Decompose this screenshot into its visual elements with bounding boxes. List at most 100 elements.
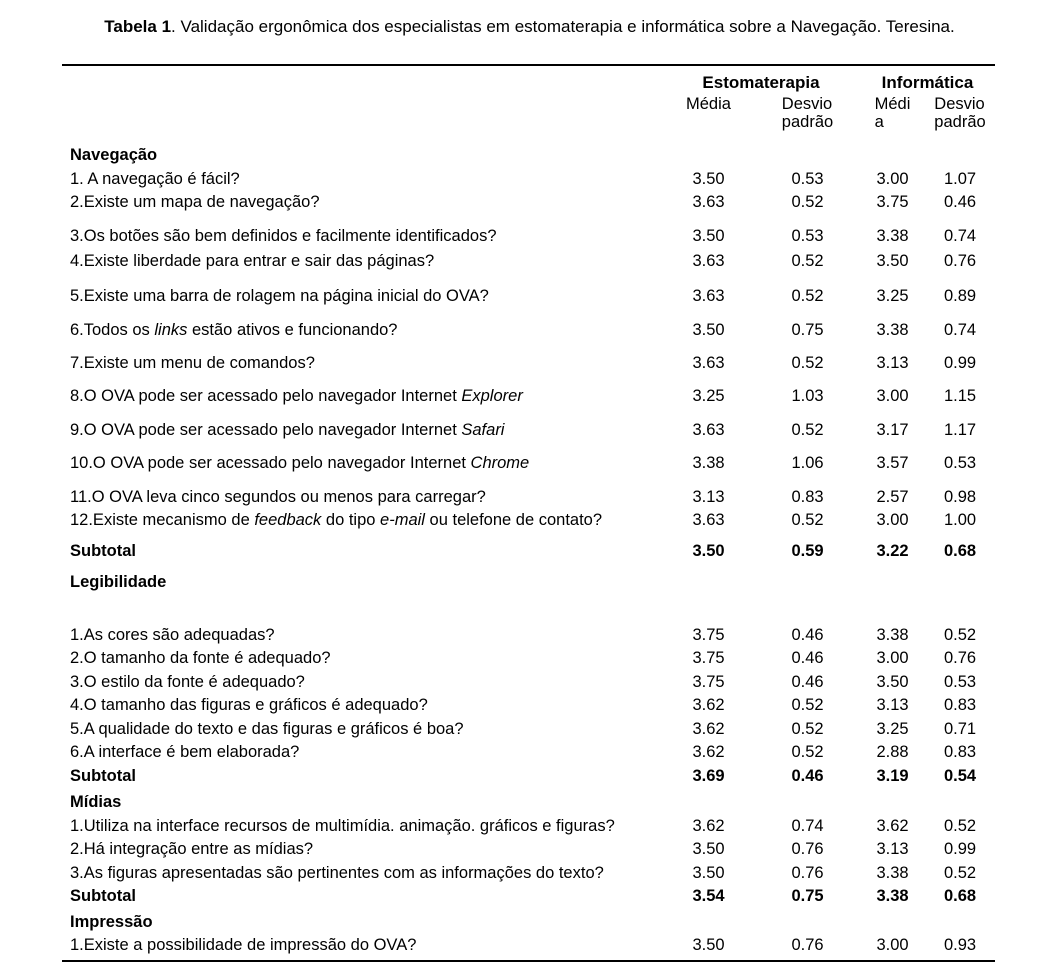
- value-cell: 0.46: [791, 672, 824, 691]
- column-header-media-informatica: Médi a: [860, 95, 925, 131]
- column-header-label: Médi a: [874, 95, 911, 131]
- value-cell: 0.68: [943, 541, 977, 560]
- value-cell: 3.54: [692, 887, 725, 905]
- question-label: 11.O OVA leva cinco segundos ou menos pa…: [70, 487, 486, 506]
- question-label: 8.O OVA pode ser acessado pelo navegador…: [70, 387, 523, 405]
- table-row: 4.Existe liberdade para entrar e sair da…: [62, 250, 995, 274]
- question-label: 6.A interface é bem elaborada?: [70, 743, 300, 761]
- value-cell: 3.38: [876, 321, 909, 339]
- table-row: 5.A qualidade do texto e das figuras e g…: [62, 718, 995, 742]
- table-row: 1.Utiliza na interface recursos de multi…: [62, 815, 995, 839]
- value-cell: 0.46: [791, 625, 824, 644]
- subtotal-label: Subtotal: [70, 887, 136, 905]
- question-label: 10.O OVA pode ser acessado pelo navegado…: [70, 454, 530, 472]
- table-row: 2.Existe um mapa de navegação? 3.63 0.52 3.…: [62, 191, 995, 215]
- value-cell: 0.59: [791, 541, 824, 560]
- table-row: 8.O OVA pode ser acessado pelo navegador…: [62, 385, 995, 409]
- value-cell: [662, 911, 755, 935]
- value-cell: 3.00: [876, 387, 909, 405]
- value-cell: [860, 791, 925, 815]
- value-cell: [860, 571, 925, 595]
- value-cell: 3.75: [692, 625, 725, 644]
- value-cell: [925, 911, 995, 935]
- value-cell: 0.71: [943, 719, 977, 738]
- value-cell: 0.52: [791, 719, 824, 738]
- value-cell: 2.88: [876, 743, 909, 761]
- column-group-header-row: Estomaterapia Informática: [62, 66, 995, 95]
- subtotal-row: Subtotal 3.50 0.59 3.22 0.68: [62, 540, 995, 564]
- value-cell: 0.52: [791, 511, 824, 529]
- value-cell: 3.25: [876, 286, 909, 305]
- table-row: 6.A interface é bem elaborada? 3.62 0.52 2.…: [62, 741, 995, 765]
- value-cell: 3.62: [692, 816, 725, 835]
- subtotal-row: Subtotal 3.69 0.46 3.19 0.54: [62, 765, 995, 789]
- value-cell: 0.99: [943, 353, 977, 372]
- question-label: 9.O OVA pode ser acessado pelo navegador…: [70, 420, 505, 439]
- value-cell: [755, 791, 860, 815]
- value-cell: 0.52: [791, 353, 824, 372]
- value-cell: 3.57: [876, 454, 909, 472]
- value-cell: [925, 144, 995, 168]
- value-cell: 3.00: [876, 936, 909, 954]
- value-cell: 1.06: [791, 454, 824, 472]
- value-cell: 3.25: [876, 719, 909, 738]
- value-cell: 0.52: [791, 696, 824, 714]
- value-cell: [755, 911, 860, 935]
- value-cell: [755, 144, 860, 168]
- table-row: 4.O tamanho das figuras e gráficos é ade…: [62, 694, 995, 718]
- value-cell: 0.52: [791, 743, 824, 761]
- question-label: 1. A navegação é fácil?: [70, 169, 240, 188]
- table-caption: Tabela 1. Validação ergonômica dos espec…: [0, 0, 1059, 38]
- value-cell: [662, 791, 755, 815]
- value-cell: 0.98: [943, 487, 977, 506]
- value-cell: 3.00: [876, 649, 909, 667]
- column-header-media-estomaterapia: Média: [662, 95, 755, 131]
- question-label: 3.O estilo da fonte é adequado?: [70, 672, 305, 691]
- value-cell: 3.50: [692, 541, 725, 560]
- table-row: 3.Os botões são bem definidos e facilmen…: [62, 225, 995, 249]
- section-header-row: Impressão: [62, 911, 995, 935]
- value-cell: 0.53: [943, 672, 977, 691]
- value-cell: 0.76: [791, 863, 824, 882]
- subtotal-label: Subtotal: [70, 541, 136, 560]
- question-label: 2.O tamanho da fonte é adequado?: [70, 649, 331, 667]
- value-cell: [925, 571, 995, 595]
- value-cell: 3.75: [692, 672, 725, 691]
- value-cell: 3.62: [692, 719, 725, 738]
- value-cell: 0.75: [791, 887, 824, 905]
- caption-table-number: Tabela 1: [104, 17, 172, 36]
- table-row: 1.As cores são adequadas? 3.75 0.46 3.38 0.5…: [62, 624, 995, 648]
- section-title: Mídias: [70, 793, 122, 811]
- value-cell: 3.13: [692, 487, 725, 506]
- value-cell: 3.75: [876, 193, 909, 211]
- value-cell: 0.52: [791, 252, 824, 270]
- column-header-label: Desvio padrão: [781, 95, 834, 131]
- question-label: 2.Há integração entre as mídias?: [70, 840, 314, 858]
- value-cell: 0.74: [791, 816, 824, 835]
- value-cell: 0.54: [943, 766, 977, 785]
- subtotal-row: Subtotal 3.54 0.75 3.38 0.68: [62, 885, 995, 909]
- value-cell: 3.50: [692, 936, 725, 954]
- section-header-row: Navegação: [62, 144, 995, 168]
- value-cell: 3.25: [692, 387, 725, 405]
- header-spacer: [62, 71, 662, 95]
- value-cell: 3.50: [692, 169, 725, 188]
- table-row: 2.Há integração entre as mídias? 3.50 0.76…: [62, 838, 995, 862]
- value-cell: 1.15: [943, 387, 977, 405]
- value-cell: 3.63: [692, 286, 725, 305]
- value-cell: [662, 144, 755, 168]
- column-header-row: Média Desvio padrão Médi a Desvio padrão: [62, 95, 995, 131]
- question-label: 2.Existe um mapa de navegação?: [70, 193, 320, 211]
- value-cell: 3.50: [692, 226, 725, 245]
- value-cell: 3.75: [692, 649, 725, 667]
- value-cell: 3.38: [876, 887, 909, 905]
- value-cell: 0.75: [791, 321, 824, 339]
- question-label: 12.Existe mecanismo de feedback do tipo …: [70, 511, 603, 529]
- question-label: 6.Todos os links estão ativos e funciona…: [70, 321, 398, 339]
- value-cell: 3.50: [692, 321, 725, 339]
- column-header-label: Média: [686, 95, 731, 113]
- value-cell: 0.83: [791, 487, 824, 506]
- value-cell: 0.46: [943, 193, 977, 211]
- value-cell: 3.38: [876, 863, 909, 882]
- column-group-estomaterapia: Estomaterapia: [702, 73, 820, 92]
